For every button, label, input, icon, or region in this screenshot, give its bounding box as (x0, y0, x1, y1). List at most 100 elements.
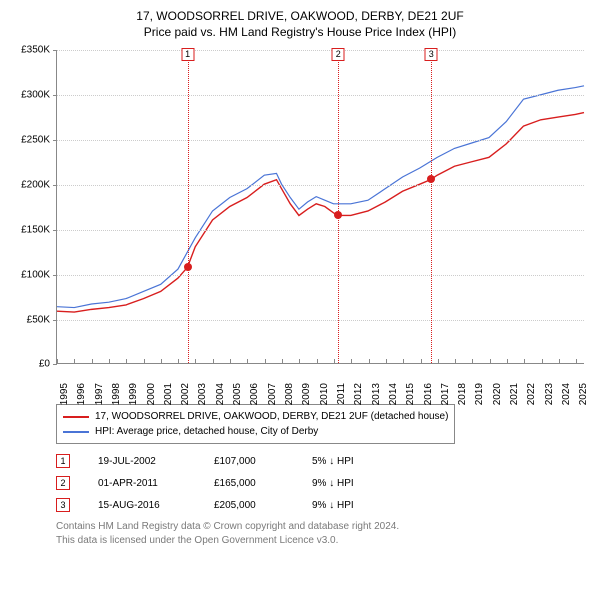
x-tick-mark (455, 359, 456, 363)
x-tick-mark (351, 359, 352, 363)
y-tick-label: £150K (12, 224, 50, 235)
footer-line-2: This data is licensed under the Open Gov… (56, 534, 588, 548)
x-tick-label: 2012 (353, 383, 364, 405)
x-tick-label: 2007 (267, 383, 278, 405)
footer-line-1: Contains HM Land Registry data © Crown c… (56, 520, 588, 534)
y-tick-mark (53, 185, 57, 186)
grid-line (57, 50, 584, 51)
events-table-row: 201-APR-2011£165,0009% ↓ HPI (56, 476, 588, 490)
plot-region: 1 2 3 (56, 50, 584, 364)
x-tick-mark (161, 359, 162, 363)
x-tick-mark (403, 359, 404, 363)
x-tick-label: 2005 (232, 383, 243, 405)
x-tick-label: 1995 (59, 383, 70, 405)
x-tick-label: 2019 (474, 383, 485, 405)
price-point-marker (334, 211, 342, 219)
x-tick-label: 2020 (492, 383, 503, 405)
x-tick-label: 1998 (111, 383, 122, 405)
x-tick-mark (369, 359, 370, 363)
x-tick-label: 2021 (509, 383, 520, 405)
event-number-box: 2 (56, 476, 70, 490)
x-tick-mark (92, 359, 93, 363)
x-tick-mark (334, 359, 335, 363)
footer-note: Contains HM Land Registry data © Crown c… (56, 520, 588, 547)
line-svg (57, 50, 584, 363)
x-tick-label: 2015 (405, 383, 416, 405)
x-tick-label: 2008 (284, 383, 295, 405)
x-tick-label: 2010 (319, 383, 330, 405)
x-tick-mark (109, 359, 110, 363)
x-tick-mark (524, 359, 525, 363)
y-tick-label: £350K (12, 45, 50, 56)
x-tick-mark (247, 359, 248, 363)
y-tick-label: £50K (12, 314, 50, 325)
price-point-marker (427, 175, 435, 183)
y-tick-label: £200K (12, 179, 50, 190)
x-tick-label: 2014 (388, 383, 399, 405)
x-tick-mark (265, 359, 266, 363)
event-line (188, 50, 189, 363)
x-tick-label: 2003 (197, 383, 208, 405)
x-tick-mark (386, 359, 387, 363)
x-tick-label: 2002 (180, 383, 191, 405)
event-date: 19-JUL-2002 (98, 456, 186, 467)
x-tick-mark (421, 359, 422, 363)
y-tick-mark (53, 95, 57, 96)
y-tick-mark (53, 230, 57, 231)
x-tick-label: 2001 (163, 383, 174, 405)
x-tick-mark (559, 359, 560, 363)
x-tick-mark (57, 359, 58, 363)
grid-line (57, 95, 584, 96)
event-price: £205,000 (214, 500, 284, 511)
x-tick-label: 2016 (423, 383, 434, 405)
x-tick-mark (230, 359, 231, 363)
series-line (57, 113, 584, 312)
legend-label: HPI: Average price, detached house, City… (95, 424, 318, 439)
x-tick-mark (282, 359, 283, 363)
x-tick-label: 2011 (336, 383, 347, 405)
x-tick-mark (178, 359, 179, 363)
y-tick-label: £300K (12, 90, 50, 101)
x-tick-mark (213, 359, 214, 363)
x-tick-label: 2017 (440, 383, 451, 405)
event-marker: 1 (181, 48, 194, 61)
x-tick-mark (195, 359, 196, 363)
event-number-box: 1 (56, 454, 70, 468)
x-tick-mark (144, 359, 145, 363)
x-tick-mark (74, 359, 75, 363)
events-table: 119-JUL-2002£107,0005% ↓ HPI201-APR-2011… (56, 454, 588, 512)
x-tick-label: 1999 (128, 383, 139, 405)
event-marker: 3 (425, 48, 438, 61)
event-delta: 9% ↓ HPI (312, 500, 402, 511)
event-date: 15-AUG-2016 (98, 500, 186, 511)
x-axis: 1995199619971998199920002001200220032004… (56, 364, 584, 396)
x-tick-mark (472, 359, 473, 363)
x-tick-label: 2024 (561, 383, 572, 405)
chart-title-block: 17, WOODSORREL DRIVE, OAKWOOD, DERBY, DE… (12, 8, 588, 40)
legend-item: 17, WOODSORREL DRIVE, OAKWOOD, DERBY, DE… (63, 409, 448, 424)
x-tick-mark (317, 359, 318, 363)
event-delta: 5% ↓ HPI (312, 456, 402, 467)
x-tick-label: 2022 (526, 383, 537, 405)
x-tick-mark (490, 359, 491, 363)
x-tick-mark (507, 359, 508, 363)
y-tick-label: £0 (12, 359, 50, 370)
x-tick-mark (299, 359, 300, 363)
event-line (431, 50, 432, 363)
event-line (338, 50, 339, 363)
grid-line (57, 140, 584, 141)
grid-line (57, 185, 584, 186)
event-number-box: 3 (56, 498, 70, 512)
x-tick-label: 2006 (249, 383, 260, 405)
legend-swatch (63, 431, 89, 433)
x-tick-mark (576, 359, 577, 363)
y-tick-label: £250K (12, 135, 50, 146)
event-marker: 2 (332, 48, 345, 61)
y-tick-mark (53, 275, 57, 276)
x-tick-mark (438, 359, 439, 363)
x-tick-label: 1997 (94, 383, 105, 405)
event-date: 01-APR-2011 (98, 478, 186, 489)
x-tick-label: 1996 (76, 383, 87, 405)
x-tick-label: 2004 (215, 383, 226, 405)
events-table-row: 119-JUL-2002£107,0005% ↓ HPI (56, 454, 588, 468)
